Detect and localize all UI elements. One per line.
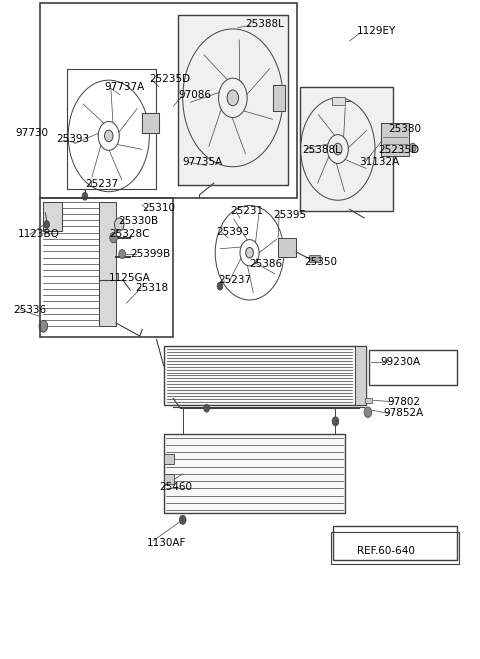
Text: 31132A: 31132A bbox=[360, 157, 399, 167]
Polygon shape bbox=[274, 85, 285, 111]
Bar bbox=[332, 97, 346, 105]
Circle shape bbox=[115, 218, 124, 231]
Text: 25237: 25237 bbox=[218, 275, 252, 285]
Bar bbox=[369, 351, 457, 386]
Circle shape bbox=[217, 282, 223, 290]
Text: 25460: 25460 bbox=[159, 482, 192, 492]
Polygon shape bbox=[142, 113, 159, 132]
Text: 25350: 25350 bbox=[304, 257, 337, 267]
Text: 25380: 25380 bbox=[388, 125, 421, 134]
Circle shape bbox=[39, 320, 48, 332]
Circle shape bbox=[227, 90, 239, 105]
Circle shape bbox=[364, 407, 372, 417]
Text: 1130AF: 1130AF bbox=[147, 538, 186, 548]
Text: 25235D: 25235D bbox=[378, 146, 420, 156]
Bar bbox=[43, 202, 61, 231]
Polygon shape bbox=[300, 87, 393, 212]
Circle shape bbox=[119, 250, 125, 258]
Text: 99230A: 99230A bbox=[381, 357, 421, 367]
Text: 25386: 25386 bbox=[250, 259, 283, 269]
Text: 25336: 25336 bbox=[13, 305, 47, 315]
Circle shape bbox=[105, 130, 113, 142]
Bar bbox=[67, 69, 156, 189]
Text: REF.60-640: REF.60-640 bbox=[357, 546, 415, 556]
Text: 97730: 97730 bbox=[16, 128, 48, 138]
Bar bbox=[355, 346, 366, 405]
Bar bbox=[164, 474, 174, 484]
Text: 25231: 25231 bbox=[230, 206, 264, 216]
Bar bbox=[39, 198, 173, 337]
Text: 25330B: 25330B bbox=[118, 216, 158, 226]
Text: 97802: 97802 bbox=[387, 397, 420, 407]
Bar bbox=[164, 434, 345, 513]
Circle shape bbox=[180, 515, 186, 525]
Circle shape bbox=[334, 143, 342, 155]
Circle shape bbox=[409, 143, 416, 152]
Text: 1129EY: 1129EY bbox=[357, 26, 396, 36]
Text: 25237: 25237 bbox=[85, 179, 118, 189]
Text: 25235D: 25235D bbox=[149, 74, 191, 84]
Text: 25328C: 25328C bbox=[109, 229, 149, 239]
Text: 25310: 25310 bbox=[142, 203, 175, 213]
Text: 25393: 25393 bbox=[216, 227, 249, 237]
Text: 25395: 25395 bbox=[274, 210, 307, 219]
Text: 97737A: 97737A bbox=[104, 82, 144, 92]
Text: 97735A: 97735A bbox=[183, 157, 223, 167]
Text: 1123BQ: 1123BQ bbox=[18, 229, 60, 239]
Text: 25388L: 25388L bbox=[245, 19, 284, 30]
Circle shape bbox=[110, 233, 117, 243]
Text: 1125GA: 1125GA bbox=[109, 273, 151, 283]
Bar bbox=[309, 255, 320, 262]
Circle shape bbox=[82, 192, 88, 200]
Text: 25318: 25318 bbox=[135, 283, 168, 293]
Bar bbox=[164, 346, 366, 405]
Text: 97852A: 97852A bbox=[383, 409, 423, 418]
Bar bbox=[381, 123, 409, 156]
Circle shape bbox=[332, 416, 339, 426]
Polygon shape bbox=[178, 14, 288, 185]
Text: 97086: 97086 bbox=[178, 90, 211, 100]
Bar bbox=[278, 238, 296, 257]
Circle shape bbox=[204, 405, 209, 412]
Text: 25388L: 25388L bbox=[302, 146, 341, 156]
Bar bbox=[99, 202, 116, 326]
Circle shape bbox=[246, 248, 253, 258]
Bar bbox=[164, 454, 174, 464]
Bar bbox=[39, 3, 297, 198]
Bar bbox=[365, 398, 372, 403]
Text: 25393: 25393 bbox=[56, 134, 89, 144]
Text: 25399B: 25399B bbox=[130, 249, 170, 259]
Bar bbox=[333, 527, 457, 561]
Circle shape bbox=[44, 221, 49, 229]
